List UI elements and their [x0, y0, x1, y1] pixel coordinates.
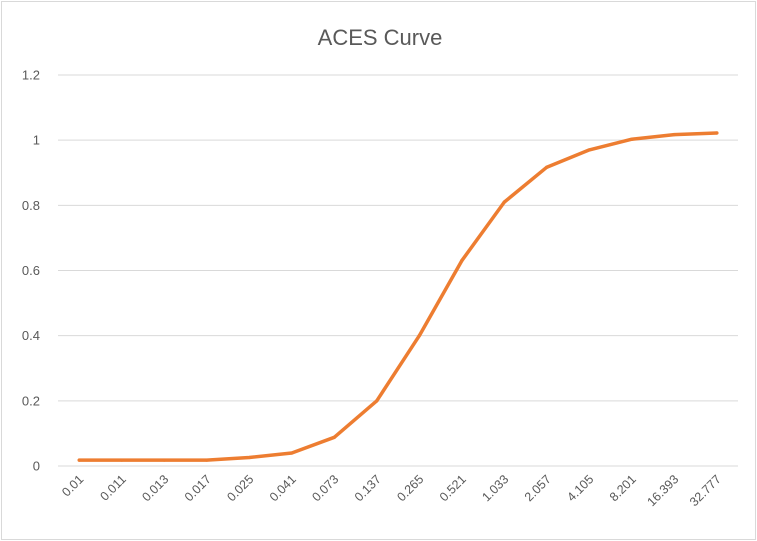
y-tick-label: 1.2 [22, 68, 40, 83]
data-point [247, 455, 251, 460]
data-point [162, 458, 166, 462]
x-tick-label: 16.393 [644, 472, 681, 509]
y-tick-label: 1 [33, 133, 40, 148]
data-point [332, 435, 336, 439]
data-point [120, 458, 124, 462]
x-tick-label: 0.025 [224, 472, 256, 504]
data-point [205, 458, 209, 462]
chart-title: ACES Curve [318, 25, 443, 50]
y-tick-label: 0.2 [22, 393, 40, 408]
x-tick-label: 1.033 [479, 472, 511, 504]
y-tick-label: 0.6 [22, 263, 40, 278]
data-point [502, 200, 506, 204]
data-point [545, 165, 549, 169]
x-axis-tick-labels: 0.01 0.011 0.013 0.017 0.025 0.041 0.073 0.137 0… [59, 472, 724, 509]
x-tick-label: 4.105 [564, 472, 596, 504]
data-point [587, 148, 591, 152]
x-tick-label: 0.265 [394, 472, 426, 504]
x-tick-label: 0.017 [182, 472, 214, 504]
series-layer [77, 131, 719, 462]
y-axis-tick-labels: 0 0.2 0.4 0.6 0.8 1 1.2 [22, 68, 40, 474]
data-point [672, 133, 676, 137]
data-point [715, 131, 719, 135]
gridlines [58, 74, 738, 467]
x-tick-label: 0.073 [309, 472, 341, 504]
y-tick-label: 0.4 [22, 328, 40, 343]
data-point [375, 399, 379, 403]
series-line [77, 131, 719, 462]
data-point [77, 458, 81, 462]
data-point [630, 137, 634, 141]
data-point [290, 451, 294, 455]
x-tick-label: 0.013 [139, 472, 171, 504]
x-tick-label: 2.057 [522, 472, 554, 504]
y-tick-label: 0 [33, 459, 40, 474]
x-tick-label: 0.01 [59, 472, 86, 499]
x-tick-label: 0.521 [437, 472, 469, 504]
x-tick-label: 0.041 [267, 472, 299, 504]
data-point [460, 259, 464, 263]
y-tick-label: 0.8 [22, 198, 40, 213]
x-tick-label: 32.777 [687, 472, 724, 509]
x-tick-label: 0.137 [352, 472, 384, 504]
x-tick-label: 8.201 [607, 472, 639, 504]
data-point [417, 334, 421, 338]
x-tick-label: 0.011 [98, 472, 129, 503]
